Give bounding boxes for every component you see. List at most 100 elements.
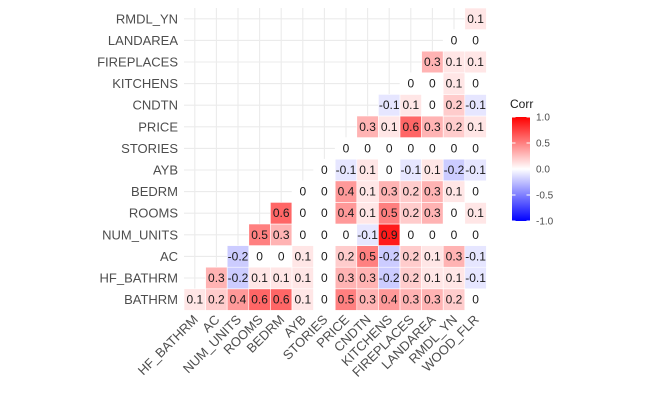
cell-value-label: 0 [472,293,479,307]
cell-value-label: 0.1 [467,120,484,134]
cell-value-label: 0 [407,77,414,91]
cell-value-label: 0.3 [359,293,376,307]
cell-value-label: 0.1 [359,163,376,177]
cell-value-label: 0.3 [338,271,355,285]
cell-value-label: 0.3 [424,55,441,69]
cell-value-label: 0.2 [402,185,419,199]
cell-value-label: 0.5 [338,293,355,307]
cell-value-label: 0.3 [424,185,441,199]
cell-value-label: 0.3 [402,293,419,307]
cell-value-label: 0 [407,228,414,242]
cell-value-label: 0.4 [338,206,355,220]
y-tick-label: BATHRM [124,292,178,307]
cell-value-label: 0 [451,141,458,155]
cell-value-label: 0.1 [446,55,463,69]
cell-value-label: 0 [429,141,436,155]
cell-value-label: 0.1 [359,206,376,220]
cell-value-label: 0 [321,228,328,242]
cell-value-label: 0.5 [359,249,376,263]
cell-value-label: -0.1 [465,163,486,177]
cell-value-label: 0 [472,228,479,242]
legend-tick-label: -0.5 [536,191,554,202]
cell-value-label: 0 [472,77,479,91]
cell-value-label: 0.1 [251,271,268,285]
cell-value-label: 0.1 [424,271,441,285]
cell-value-label: 0.1 [424,249,441,263]
cell-value-label: 0.3 [424,120,441,134]
cell-value-label: 0 [299,228,306,242]
cell-value-label: 0 [343,141,350,155]
y-tick-label: AYB [153,163,178,178]
cell-value-label: 0.6 [273,293,290,307]
cell-value-label: 0.1 [273,271,290,285]
cell-value-label: 0.3 [208,271,225,285]
cell-value-label: -0.1 [336,163,357,177]
cell-value-label: -0.1 [400,163,421,177]
y-tick-label: AC [160,249,178,264]
cell-value-label: 0.6 [273,206,290,220]
cell-value-label: 0.1 [467,55,484,69]
cell-value-label: 0.2 [402,206,419,220]
y-tick-label: PRICE [138,119,178,134]
cell-value-label: 0.2 [338,249,355,263]
cell-value-label: 0.3 [424,293,441,307]
cell-value-label: 0 [407,141,414,155]
cell-value-label: 0 [451,206,458,220]
cell-value-label: 0.1 [446,271,463,285]
heatmap-cell [464,7,487,30]
cell-value-label: 0.1 [424,163,441,177]
cell-value-label: 0.1 [186,293,203,307]
y-tick-label: FIREPLACES [97,55,178,70]
cell-value-label: 0.5 [381,206,398,220]
cell-value-label: 0.2 [446,293,463,307]
cell-value-label: 0 [429,77,436,91]
cell-value-label: 0.3 [273,228,290,242]
legend-tick-label: 0.0 [536,165,550,176]
cell-value-label: 0.1 [467,206,484,220]
cell-value-label: 0.1 [359,185,376,199]
cell-value-label: -0.2 [444,163,465,177]
cell-value-label: -0.1 [357,228,378,242]
cell-value-label: 0.3 [359,271,376,285]
cell-value-label: 0 [321,249,328,263]
cell-value-label: 0.9 [381,228,398,242]
cell-value-label: 0 [429,228,436,242]
cell-value-label: 0 [472,185,479,199]
cell-value-label: 0.4 [338,185,355,199]
y-tick-label: KITCHENS [112,76,178,91]
cell-value-label: 0 [429,98,436,112]
y-tick-label: NUM_UNITS [102,227,178,242]
cell-value-label: 0 [256,249,263,263]
cell-value-label: 0.2 [446,120,463,134]
y-tick-label: RMDL_YN [116,11,178,26]
cell-value-label: 0.1 [294,271,311,285]
y-tick-label: STORIES [121,141,178,156]
cell-value-label: 0.1 [381,120,398,134]
heatmap-cells: 0.1 0.2 0.4 0.6 0.6 0.1 0 0.5 0.3 0.4 0.3 0.3 0.2 0 0.… [183,7,487,311]
cell-value-label: -0.2 [228,271,249,285]
cell-value-label: 0 [451,33,458,47]
cell-value-label: -0.2 [228,249,249,263]
cell-value-label: 0.2 [208,293,225,307]
cell-value-label: 0.1 [446,185,463,199]
cell-value-label: 0 [321,293,328,307]
cell-value-label: 0.3 [381,185,398,199]
cell-value-label: 0 [451,228,458,242]
cell-value-label: 0.3 [446,249,463,263]
cell-value-label: 0 [299,206,306,220]
cell-value-label: 0 [472,141,479,155]
legend-title: Corr [510,97,533,111]
legend-tick-label: -1.0 [536,217,554,228]
legend-tick-label: 0.5 [536,139,550,150]
cell-value-label: 0.2 [402,271,419,285]
y-axis-labels: BATHRM HF_BATHRM AC NUM_UNITS ROOMS BEDRM AYB S… [97,11,178,307]
cell-value-label: 0.4 [381,293,398,307]
cell-value-label: 0 [299,185,306,199]
cell-value-label: 0.5 [251,228,268,242]
cell-value-label: 0 [278,249,285,263]
cell-value-label: 0 [321,185,328,199]
cell-value-label: -0.1 [465,249,486,263]
cell-value-label: 0.3 [424,206,441,220]
cell-value-label: 0.2 [446,98,463,112]
